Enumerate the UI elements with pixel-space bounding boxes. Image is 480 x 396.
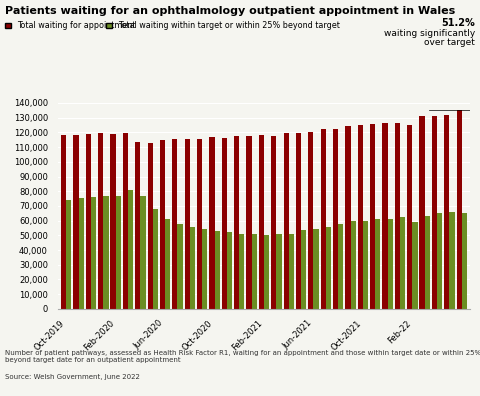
Bar	[456, 110, 462, 309]
Bar	[147, 143, 153, 309]
Bar	[209, 137, 215, 309]
Bar	[444, 116, 449, 309]
Bar	[172, 139, 178, 309]
Bar	[123, 133, 128, 309]
Text: Total waiting within target or within 25% beyond target: Total waiting within target or within 25…	[118, 21, 339, 30]
Bar	[264, 235, 269, 309]
Bar	[358, 125, 363, 309]
Bar	[400, 217, 405, 309]
Bar	[462, 213, 467, 309]
Bar	[407, 125, 412, 309]
Bar	[321, 129, 326, 309]
Bar	[153, 209, 158, 309]
Bar	[190, 227, 195, 309]
Bar	[420, 116, 425, 309]
Bar	[116, 196, 121, 309]
Bar	[432, 116, 437, 309]
Bar	[383, 123, 387, 309]
Bar	[234, 136, 240, 309]
Text: over target: over target	[424, 38, 475, 47]
Text: Source: Welsh Government, June 2022: Source: Welsh Government, June 2022	[5, 374, 140, 380]
Text: Total waiting for appointment: Total waiting for appointment	[17, 21, 135, 30]
Bar	[259, 135, 264, 309]
Bar	[202, 229, 207, 309]
Bar	[98, 133, 103, 309]
Bar	[271, 136, 276, 309]
Bar	[338, 224, 343, 309]
Bar	[363, 221, 368, 309]
Bar	[288, 234, 294, 309]
Bar	[240, 234, 244, 309]
Text: Patients waiting for an ophthalmology outpatient appointment in Wales: Patients waiting for an ophthalmology ou…	[5, 6, 455, 16]
Bar	[387, 219, 393, 309]
Bar	[276, 234, 282, 309]
Bar	[185, 139, 190, 309]
Bar	[284, 133, 288, 309]
Text: waiting significantly: waiting significantly	[384, 29, 475, 38]
Bar	[370, 124, 375, 309]
Bar	[91, 197, 96, 309]
Bar	[103, 196, 108, 309]
Bar	[178, 224, 183, 309]
Bar	[425, 216, 430, 309]
Bar	[110, 134, 116, 309]
Bar	[222, 137, 227, 309]
Bar	[301, 230, 306, 309]
Bar	[128, 190, 133, 309]
Bar	[345, 126, 350, 309]
Bar	[252, 234, 257, 309]
Bar	[375, 219, 381, 309]
Bar	[61, 135, 66, 309]
Text: Number of patient pathways, assessed as Health Risk Factor R1, waiting for an ap: Number of patient pathways, assessed as …	[5, 350, 480, 364]
Bar	[246, 136, 252, 309]
Bar	[313, 229, 319, 309]
Bar	[227, 232, 232, 309]
Bar	[73, 135, 79, 309]
Bar	[437, 213, 442, 309]
Bar	[215, 231, 220, 309]
Bar	[326, 227, 331, 309]
Bar	[160, 141, 165, 309]
Bar	[165, 219, 170, 309]
Bar	[308, 132, 313, 309]
Bar	[135, 142, 141, 309]
Bar	[79, 198, 84, 309]
Bar	[296, 133, 301, 309]
Bar	[412, 222, 418, 309]
Bar	[333, 129, 338, 309]
Bar	[86, 134, 91, 309]
Text: 51.2%: 51.2%	[442, 18, 475, 28]
Bar	[449, 212, 455, 309]
Bar	[66, 200, 72, 309]
Bar	[141, 196, 145, 309]
Bar	[197, 139, 202, 309]
Bar	[350, 221, 356, 309]
Bar	[395, 123, 400, 309]
